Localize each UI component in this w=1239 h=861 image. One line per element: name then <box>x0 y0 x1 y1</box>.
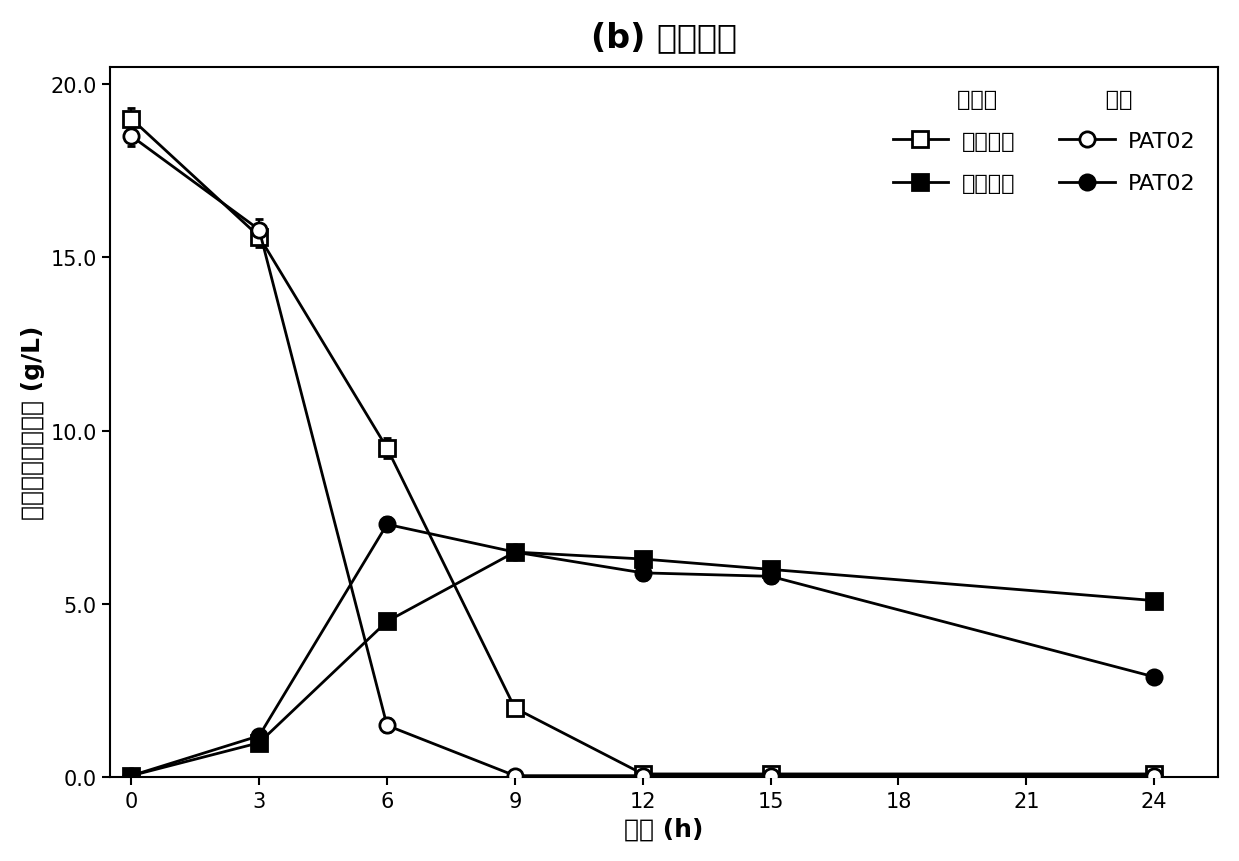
Legend: 原始菌株, 原始菌株, PAT02, PAT02: 原始菌株, 原始菌株, PAT02, PAT02 <box>881 78 1207 205</box>
Title: (b) 发酵性能: (b) 发酵性能 <box>591 21 737 53</box>
Y-axis label: 葡萄糖、乙醇浓度 (g/L): 葡萄糖、乙醇浓度 (g/L) <box>21 325 45 520</box>
X-axis label: 时间 (h): 时间 (h) <box>624 816 704 840</box>
